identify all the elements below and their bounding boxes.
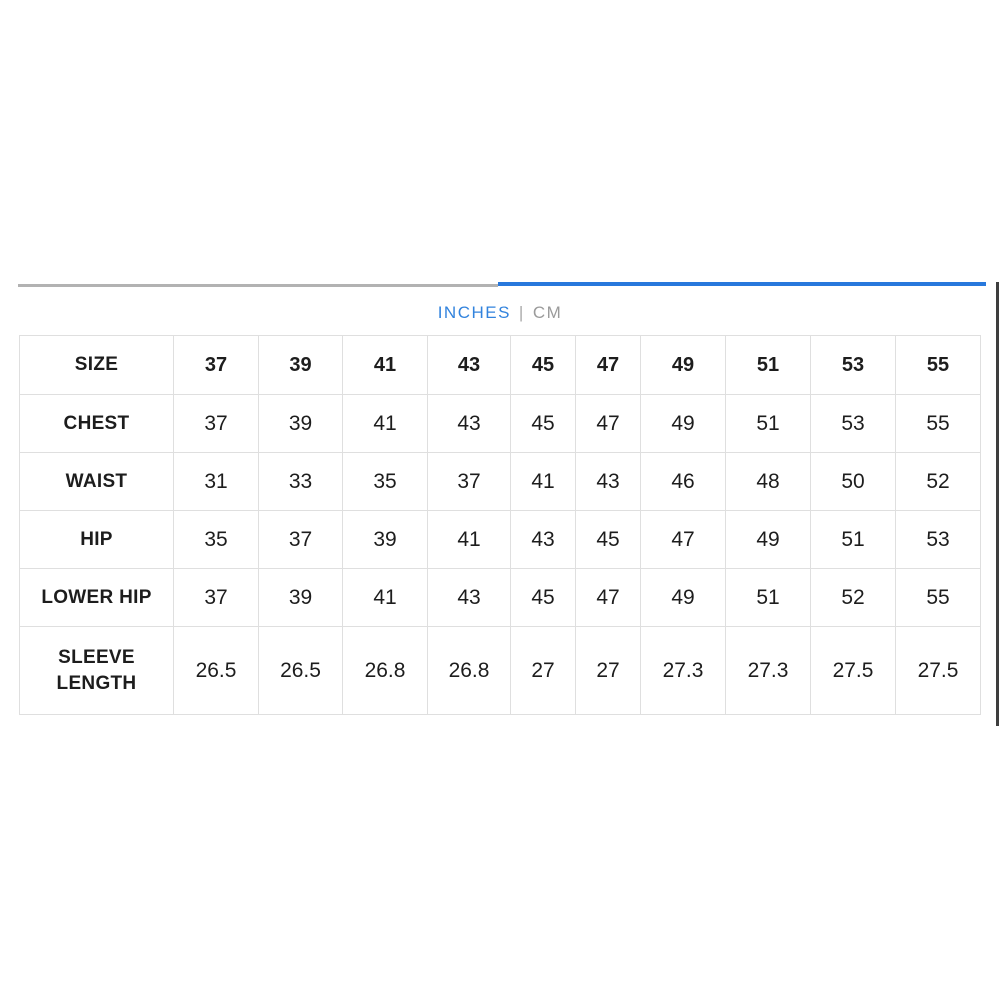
table-cell: 41 [342, 394, 428, 453]
table-cell: 47 [575, 568, 641, 627]
row-label-waist: WAIST [19, 452, 174, 511]
row-label-lower-hip: LOWER HIP [19, 568, 174, 627]
table-cell: 43 [427, 568, 511, 627]
table-cell: 46 [640, 452, 726, 511]
size-col-header: 41 [342, 335, 428, 395]
unit-toggle: INCHES | CM [0, 303, 1000, 323]
table-cell: 55 [895, 394, 981, 453]
table-cell: 48 [725, 452, 811, 511]
table-row-lower-hip: LOWER HIP 37 39 41 43 45 47 49 51 52 55 [19, 568, 981, 627]
size-chart-table: SIZE 37 39 41 43 45 47 49 51 53 55 CHEST… [19, 335, 981, 715]
divider-gray-segment [18, 284, 498, 287]
right-edge-scroll-bar [996, 282, 999, 726]
size-col-header: 55 [895, 335, 981, 395]
table-cell: 55 [895, 568, 981, 627]
table-cell: 35 [342, 452, 428, 511]
table-cell: 26.8 [427, 626, 511, 715]
table-cell: 35 [173, 510, 259, 569]
table-cell: 43 [575, 452, 641, 511]
table-cell: 26.8 [342, 626, 428, 715]
table-cell: 52 [895, 452, 981, 511]
table-cell: 43 [510, 510, 576, 569]
size-col-header: 45 [510, 335, 576, 395]
table-cell: 43 [427, 394, 511, 453]
table-cell: 27 [510, 626, 576, 715]
table-cell: 39 [342, 510, 428, 569]
size-col-header: 51 [725, 335, 811, 395]
table-cell: 27.3 [725, 626, 811, 715]
table-cell: 37 [173, 568, 259, 627]
table-cell: 37 [427, 452, 511, 511]
table-cell: 41 [510, 452, 576, 511]
cm-tab[interactable]: CM [532, 303, 563, 322]
size-col-header: 47 [575, 335, 641, 395]
size-col-header: 53 [810, 335, 896, 395]
table-cell: 53 [810, 394, 896, 453]
table-cell: 41 [427, 510, 511, 569]
size-col-header: 39 [258, 335, 343, 395]
row-label-chest: CHEST [19, 394, 174, 453]
table-cell: 50 [810, 452, 896, 511]
table-cell: 27.5 [895, 626, 981, 715]
table-cell: 52 [810, 568, 896, 627]
table-cell: 53 [895, 510, 981, 569]
row-label-hip: HIP [19, 510, 174, 569]
unit-separator: | [518, 303, 525, 322]
table-cell: 49 [640, 394, 726, 453]
table-cell: 27 [575, 626, 641, 715]
table-cell: 51 [725, 568, 811, 627]
table-header-row: SIZE 37 39 41 43 45 47 49 51 53 55 [19, 335, 981, 395]
table-cell: 45 [575, 510, 641, 569]
size-col-header: 43 [427, 335, 511, 395]
table-cell: 45 [510, 568, 576, 627]
table-cell: 27.3 [640, 626, 726, 715]
table-cell: 51 [725, 394, 811, 453]
table-cell: 47 [575, 394, 641, 453]
table-cell: 33 [258, 452, 343, 511]
table-cell: 26.5 [258, 626, 343, 715]
table-cell: 39 [258, 568, 343, 627]
table-cell: 49 [640, 568, 726, 627]
table-cell: 27.5 [810, 626, 896, 715]
table-cell: 31 [173, 452, 259, 511]
row-label-size: SIZE [19, 335, 174, 395]
inches-tab[interactable]: INCHES [437, 303, 511, 322]
table-row-sleeve-length: SLEEVE LENGTH 26.5 26.5 26.8 26.8 27 27 … [19, 626, 981, 715]
table-cell: 45 [510, 394, 576, 453]
size-col-header: 49 [640, 335, 726, 395]
table-cell: 49 [725, 510, 811, 569]
row-label-sleeve-length: SLEEVE LENGTH [19, 626, 174, 715]
size-col-header: 37 [173, 335, 259, 395]
table-row-waist: WAIST 31 33 35 37 41 43 46 48 50 52 [19, 452, 981, 511]
table-cell: 39 [258, 394, 343, 453]
table-cell: 37 [258, 510, 343, 569]
table-cell: 41 [342, 568, 428, 627]
table-row-hip: HIP 35 37 39 41 43 45 47 49 51 53 [19, 510, 981, 569]
table-cell: 47 [640, 510, 726, 569]
table-cell: 37 [173, 394, 259, 453]
divider-blue-segment [498, 282, 986, 286]
table-cell: 26.5 [173, 626, 259, 715]
table-cell: 51 [810, 510, 896, 569]
table-row-chest: CHEST 37 39 41 43 45 47 49 51 53 55 [19, 394, 981, 453]
